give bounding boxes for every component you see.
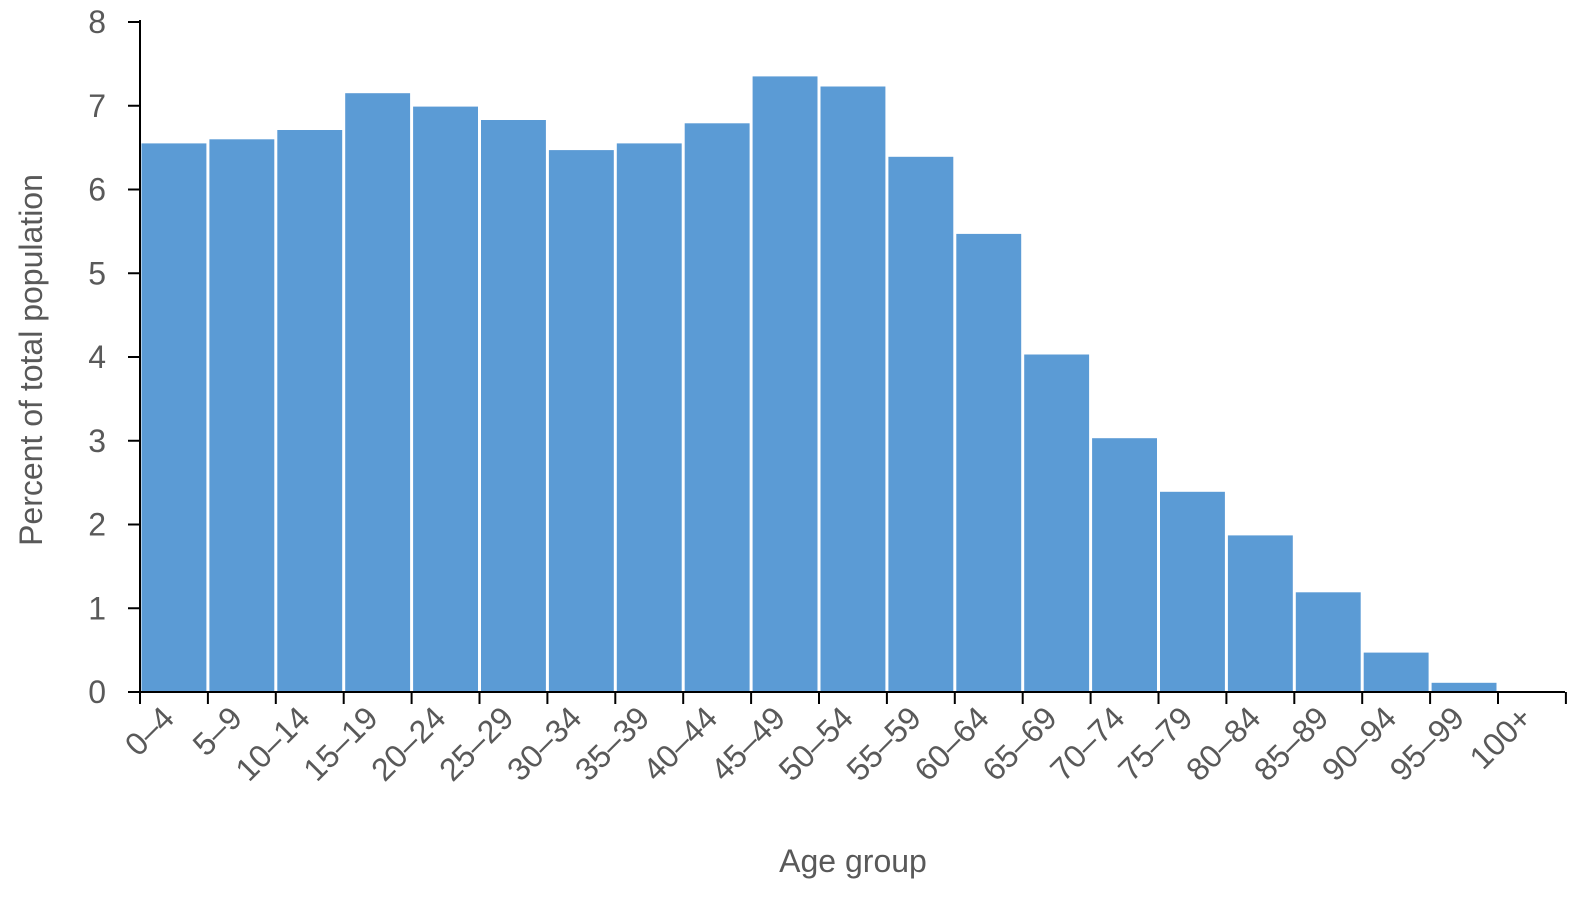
x-tick-label-17: 85–89: [1247, 699, 1335, 787]
y-tick-label-0: 0: [88, 674, 106, 710]
bar-4: [413, 106, 478, 693]
bar-8: [684, 123, 750, 693]
bar-7: [616, 143, 682, 692]
x-tick-label-2: 10–14: [228, 699, 316, 787]
x-tick-label-8: 40–44: [636, 699, 724, 787]
y-axis-title: Percent of total population: [13, 174, 49, 546]
y-tick-label-6: 6: [88, 172, 106, 208]
bar-12: [956, 233, 1022, 692]
x-tick-label-10: 50–54: [772, 699, 860, 787]
x-tick-label-12: 60–64: [907, 699, 995, 787]
y-tick-label-8: 8: [88, 4, 106, 40]
y-tick-label-4: 4: [88, 339, 106, 375]
bar-9: [752, 76, 818, 692]
bar-5: [481, 120, 546, 692]
x-tick-label-3: 15–19: [296, 699, 384, 787]
x-tick-label-14: 70–74: [1043, 699, 1131, 787]
bars-group: [141, 76, 1497, 693]
x-tick-label-4: 20–24: [364, 699, 452, 787]
x-tick-label-7: 35–39: [568, 699, 656, 787]
y-tick-label-1: 1: [88, 590, 106, 626]
x-tick-label-16: 80–84: [1179, 699, 1267, 787]
x-tick-label-15: 75–79: [1111, 699, 1199, 787]
x-tick-label-6: 30–34: [500, 699, 588, 787]
x-tick-label-20: 100+: [1463, 699, 1539, 775]
bar-13: [1024, 354, 1090, 692]
bar-1: [209, 139, 275, 693]
x-tick-label-9: 45–49: [704, 699, 792, 787]
x-axis-title: Age group: [779, 843, 927, 879]
bar-14: [1092, 438, 1157, 692]
x-tick-label-0: 0–4: [118, 699, 181, 762]
x-tick-label-18: 90–94: [1315, 699, 1403, 787]
bar-16: [1227, 535, 1293, 692]
x-tick-label-13: 65–69: [975, 699, 1063, 787]
x-tick-label-5: 25–29: [432, 699, 520, 787]
bar-19: [1431, 682, 1497, 692]
bar-10: [820, 86, 886, 692]
x-tick-label-11: 55–59: [839, 699, 927, 787]
bar-3: [345, 93, 411, 692]
y-tick-label-7: 7: [88, 88, 106, 124]
bar-0: [141, 143, 207, 692]
bar-15: [1160, 491, 1225, 692]
bar-6: [548, 150, 614, 693]
bar-11: [888, 156, 954, 693]
y-tick-label-5: 5: [88, 255, 106, 291]
bar-17: [1295, 592, 1361, 692]
bar-2: [277, 130, 343, 692]
x-tick-label-19: 95–99: [1383, 699, 1471, 787]
y-tick-label-3: 3: [88, 423, 106, 459]
y-tick-label-2: 2: [88, 507, 106, 543]
bar-18: [1363, 652, 1429, 692]
